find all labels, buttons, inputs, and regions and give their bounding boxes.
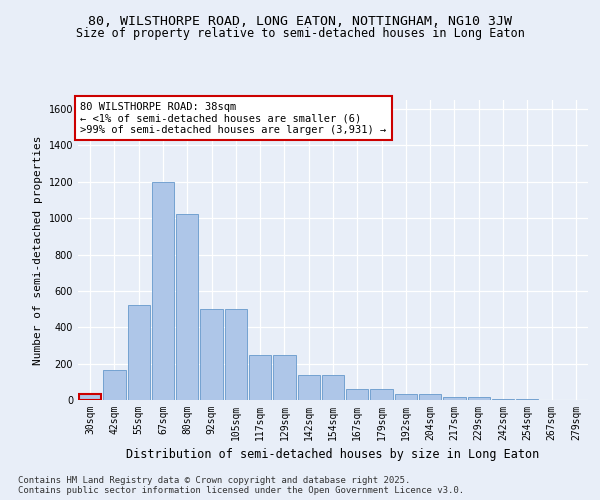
- Bar: [273, 356, 296, 400]
- Text: Contains HM Land Registry data © Crown copyright and database right 2025.
Contai: Contains HM Land Registry data © Crown c…: [18, 476, 464, 495]
- Text: 80 WILSTHORPE ROAD: 38sqm
← <1% of semi-detached houses are smaller (6)
>99% of : 80 WILSTHORPE ROAD: 38sqm ← <1% of semi-…: [80, 102, 386, 134]
- Bar: [152, 182, 174, 400]
- Bar: [443, 396, 466, 400]
- Bar: [79, 394, 101, 400]
- Bar: [200, 309, 223, 400]
- Bar: [322, 374, 344, 400]
- Bar: [249, 356, 271, 400]
- Bar: [176, 214, 199, 400]
- Text: Size of property relative to semi-detached houses in Long Eaton: Size of property relative to semi-detach…: [76, 28, 524, 40]
- Bar: [516, 398, 538, 400]
- Bar: [298, 374, 320, 400]
- Bar: [103, 370, 125, 400]
- Bar: [370, 388, 393, 400]
- Bar: [492, 398, 514, 400]
- Y-axis label: Number of semi-detached properties: Number of semi-detached properties: [33, 135, 43, 365]
- Bar: [467, 396, 490, 400]
- Bar: [395, 394, 417, 400]
- Bar: [224, 309, 247, 400]
- Bar: [346, 388, 368, 400]
- Bar: [128, 304, 150, 400]
- Text: 80, WILSTHORPE ROAD, LONG EATON, NOTTINGHAM, NG10 3JW: 80, WILSTHORPE ROAD, LONG EATON, NOTTING…: [88, 15, 512, 28]
- Bar: [419, 394, 442, 400]
- X-axis label: Distribution of semi-detached houses by size in Long Eaton: Distribution of semi-detached houses by …: [127, 448, 539, 462]
